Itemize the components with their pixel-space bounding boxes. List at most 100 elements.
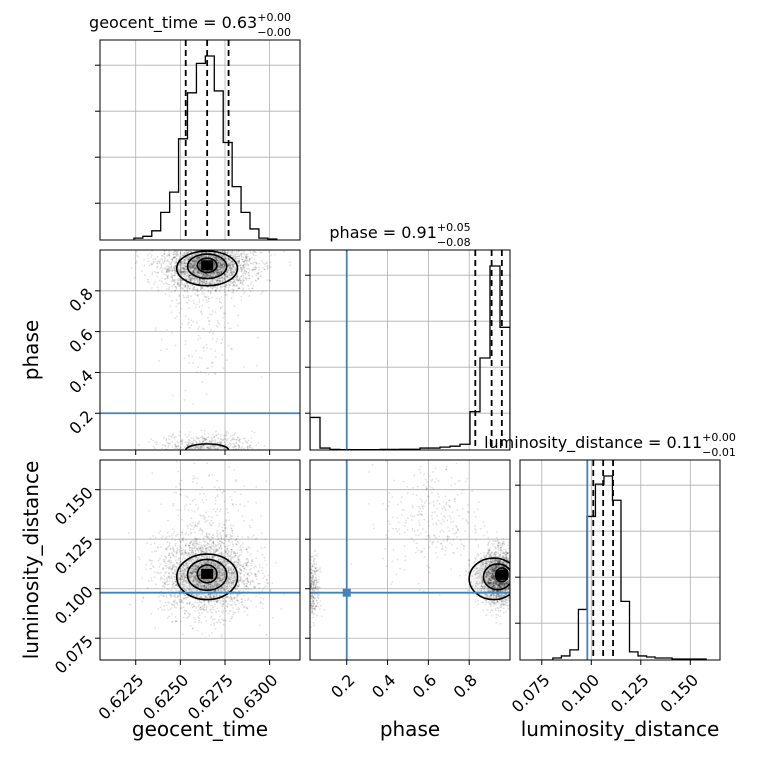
sample-point <box>194 621 197 623</box>
sample-point <box>171 274 173 277</box>
sample-point <box>221 266 224 268</box>
sample-point <box>191 442 194 445</box>
sample-point <box>201 327 204 330</box>
sample-point <box>175 272 178 275</box>
sample-point <box>238 259 240 262</box>
sample-point <box>245 260 248 262</box>
sample-point <box>186 444 189 447</box>
sample-point <box>218 271 220 274</box>
sample-point <box>186 252 189 254</box>
sample-point <box>221 561 224 564</box>
sample-point <box>188 615 191 617</box>
sample-point <box>189 263 192 265</box>
sample-point <box>194 260 197 263</box>
sample-point <box>182 616 185 619</box>
sample-point <box>193 265 196 268</box>
sample-point <box>216 270 219 273</box>
sample-point <box>160 266 163 268</box>
sample-point <box>201 612 203 615</box>
sample-point <box>184 340 187 343</box>
sample-point <box>152 439 155 442</box>
sample-point <box>255 262 258 265</box>
sample-point <box>240 267 242 269</box>
sample-point <box>196 288 199 291</box>
sample-point <box>236 456 238 458</box>
sample-point <box>167 554 170 557</box>
sample-point <box>221 285 224 288</box>
sample-point <box>193 576 196 579</box>
sample-point <box>190 280 193 283</box>
sample-point <box>211 282 214 285</box>
sample-point <box>195 282 197 284</box>
sample-point <box>189 571 191 574</box>
sample-point <box>183 296 185 299</box>
sample-point <box>187 321 190 324</box>
sample-point <box>164 444 166 447</box>
sample-point <box>194 523 197 526</box>
sample-point <box>196 601 199 604</box>
sample-point <box>205 280 208 283</box>
sample-point <box>204 275 207 277</box>
sample-point <box>220 270 223 273</box>
sample-point <box>215 594 218 597</box>
sample-point <box>240 255 243 257</box>
sample-point <box>203 272 205 275</box>
sample-point <box>211 445 214 448</box>
sample-point <box>156 265 159 268</box>
sample-point <box>207 373 210 375</box>
sample-point <box>230 267 233 270</box>
sample-point <box>215 593 218 596</box>
sample-point <box>197 549 200 552</box>
sample-point <box>221 439 224 442</box>
sample-point <box>251 536 254 538</box>
sample-point <box>211 273 214 276</box>
sample-point <box>179 263 182 266</box>
sample-point <box>218 569 221 572</box>
sample-point <box>188 307 191 310</box>
sample-point <box>197 269 200 272</box>
sample-point <box>164 248 166 250</box>
sample-point <box>229 262 232 265</box>
sample-point <box>224 610 227 612</box>
sample-point <box>160 264 163 267</box>
sample-point <box>174 453 176 455</box>
sample-point <box>193 264 196 266</box>
sample-point <box>231 445 234 448</box>
sample-point <box>237 443 239 446</box>
sample-point <box>187 323 189 326</box>
sample-point <box>198 278 201 281</box>
sample-point <box>171 269 174 272</box>
sample-point <box>170 559 172 562</box>
sample-point <box>192 264 195 267</box>
sample-point <box>216 237 218 239</box>
sample-point <box>196 565 199 568</box>
sample-point <box>214 289 217 292</box>
sample-point <box>196 258 199 260</box>
sample-point <box>184 242 186 244</box>
sample-point <box>191 266 194 268</box>
sample-point <box>228 583 231 586</box>
sample-point <box>193 278 196 280</box>
sample-point <box>248 446 251 449</box>
sample-point <box>238 602 241 605</box>
sample-point <box>229 266 232 269</box>
sample-point <box>194 552 197 555</box>
sample-point <box>179 270 182 273</box>
sample-point <box>186 256 189 259</box>
sample-point <box>184 265 187 268</box>
sample-point <box>150 263 153 266</box>
sample-point <box>207 297 210 300</box>
sample-point <box>216 534 219 537</box>
sample-point <box>263 586 266 588</box>
sample-point <box>189 287 191 290</box>
sample-point <box>252 534 255 536</box>
sample-point <box>217 273 220 276</box>
sample-point <box>184 262 187 264</box>
sample-point <box>175 299 178 302</box>
sample-point <box>222 453 224 455</box>
sample-point <box>205 254 207 257</box>
sample-point <box>194 568 197 571</box>
sample-point <box>220 246 222 248</box>
sample-point <box>218 441 221 444</box>
sample-point <box>217 265 220 268</box>
